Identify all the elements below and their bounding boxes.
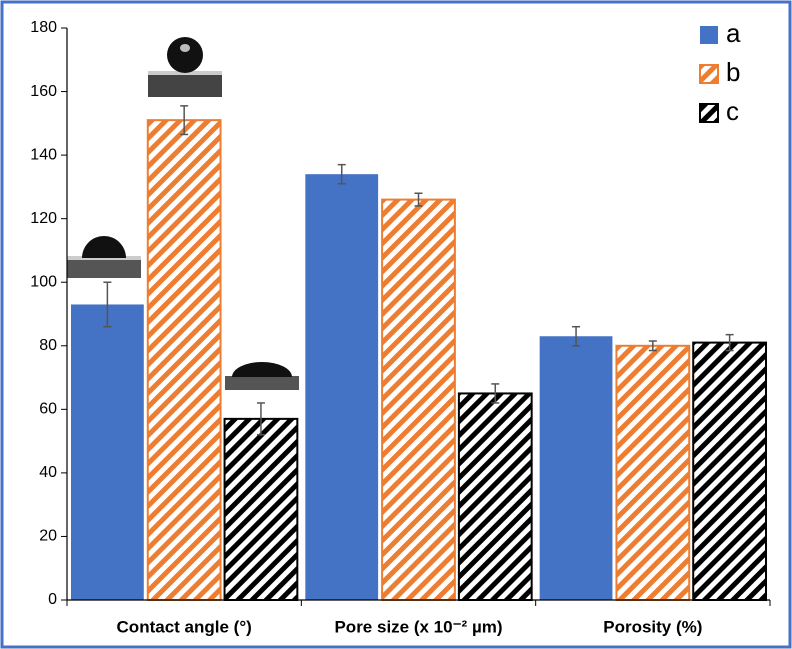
bar [381, 198, 456, 601]
y-tick-label: 60 [39, 401, 57, 418]
error-bar [180, 105, 189, 136]
x-tick-label: Contact angle (°) [117, 617, 252, 636]
error-bar [337, 163, 346, 185]
bar [457, 392, 533, 602]
droplet-image [67, 236, 141, 278]
error-bar [256, 402, 265, 436]
legend-swatch [699, 103, 719, 123]
bar [71, 304, 144, 600]
error-bar [491, 383, 500, 404]
y-tick-label: 160 [30, 83, 57, 100]
y-tick-label: 120 [30, 210, 57, 227]
error-bar [414, 192, 423, 207]
error-bar [648, 340, 657, 352]
x-tick-label: Porosity (%) [603, 617, 702, 636]
bar [692, 341, 768, 601]
droplet-image [148, 37, 222, 97]
y-tick-label: 80 [39, 337, 57, 354]
legend-swatch [699, 64, 719, 84]
y-tick-label: 20 [39, 528, 57, 545]
y-tick-label: 100 [30, 273, 57, 290]
legend-swatch [700, 26, 718, 44]
bar [146, 119, 222, 602]
legend-label: c [726, 96, 739, 126]
bar [539, 336, 613, 600]
y-tick-label: 40 [39, 464, 57, 481]
legend-label: a [726, 18, 741, 48]
error-bar [103, 281, 112, 328]
y-tick-label: 0 [48, 591, 57, 608]
x-tick-label: Pore size (x 10⁻² µm) [334, 617, 502, 636]
bar [305, 174, 379, 600]
legend-label: b [726, 57, 740, 87]
y-tick-label: 140 [30, 146, 57, 163]
bar [615, 344, 691, 601]
y-tick-label: 180 [30, 19, 57, 36]
error-bar [725, 333, 734, 352]
droplet-image [225, 362, 299, 390]
bar [223, 417, 299, 601]
error-bar [572, 325, 581, 347]
